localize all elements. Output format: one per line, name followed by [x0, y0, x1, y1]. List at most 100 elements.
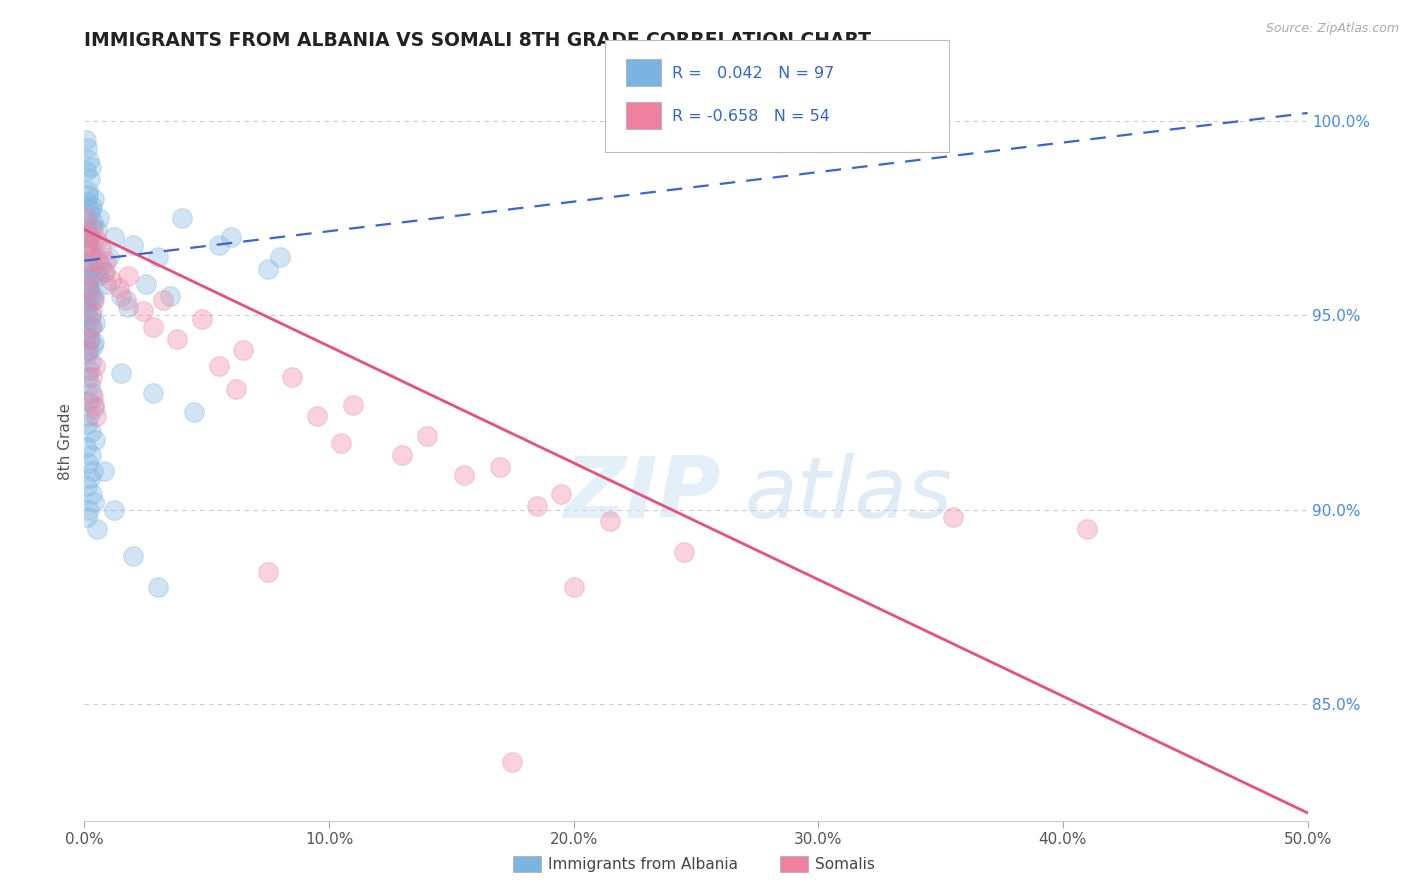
- Point: [79, 269, 101, 284]
- Point: [502, 756, 524, 770]
- Point: [77, 281, 100, 295]
- Point: [77, 207, 100, 221]
- Point: [77, 502, 100, 516]
- Point: [77, 456, 100, 470]
- Y-axis label: 8th Grade: 8th Grade: [58, 403, 73, 480]
- Point: [76, 195, 98, 210]
- Point: [79, 261, 101, 276]
- Point: [82, 464, 104, 478]
- Point: [82, 319, 104, 334]
- Text: R =   0.042   N = 97: R = 0.042 N = 97: [672, 66, 834, 81]
- Point: [146, 250, 169, 264]
- Point: [453, 467, 475, 482]
- Point: [96, 253, 118, 268]
- Point: [83, 359, 105, 373]
- Point: [75, 273, 97, 287]
- Point: [76, 141, 98, 155]
- Point: [146, 580, 169, 594]
- Point: [1076, 522, 1098, 536]
- Point: [489, 459, 512, 474]
- Point: [142, 319, 165, 334]
- Point: [77, 331, 100, 345]
- Point: [103, 502, 125, 516]
- Point: [86, 235, 108, 249]
- Point: [79, 378, 101, 392]
- Point: [75, 227, 97, 241]
- Point: [86, 522, 108, 536]
- Point: [257, 565, 280, 579]
- Point: [526, 499, 548, 513]
- Point: [122, 549, 145, 564]
- Point: [342, 398, 364, 412]
- Point: [166, 331, 188, 345]
- Point: [76, 510, 98, 524]
- Point: [82, 304, 104, 318]
- Point: [80, 319, 103, 334]
- Point: [90, 242, 112, 256]
- Point: [77, 296, 100, 310]
- Point: [208, 359, 231, 373]
- Point: [550, 487, 572, 501]
- Point: [79, 172, 101, 186]
- Point: [83, 398, 105, 412]
- Point: [83, 293, 105, 307]
- Point: [225, 382, 247, 396]
- Point: [80, 370, 103, 384]
- Point: [76, 304, 98, 318]
- Point: [77, 393, 100, 408]
- Point: [87, 253, 110, 268]
- Point: [77, 409, 100, 424]
- Point: [100, 273, 122, 287]
- Point: [942, 510, 965, 524]
- Point: [103, 230, 125, 244]
- Point: [132, 304, 155, 318]
- Point: [87, 269, 110, 284]
- Point: [75, 301, 97, 315]
- Point: [84, 409, 107, 424]
- Point: [172, 211, 194, 225]
- Point: [80, 242, 103, 256]
- Point: [83, 401, 105, 416]
- Point: [82, 386, 104, 401]
- Point: [87, 211, 110, 225]
- Point: [97, 250, 120, 264]
- Point: [83, 495, 105, 509]
- Point: [77, 230, 100, 244]
- Point: [416, 428, 439, 442]
- Point: [83, 433, 105, 447]
- Point: [76, 324, 98, 338]
- Text: ZIP: ZIP: [562, 453, 720, 536]
- Point: [159, 289, 181, 303]
- Point: [77, 343, 100, 358]
- Point: [142, 386, 165, 401]
- Point: [82, 222, 104, 236]
- Point: [562, 580, 585, 594]
- Point: [75, 327, 97, 342]
- Point: [93, 265, 115, 279]
- Point: [77, 230, 100, 244]
- Text: R = -0.658   N = 54: R = -0.658 N = 54: [672, 109, 830, 124]
- Point: [80, 448, 103, 462]
- Point: [82, 390, 104, 404]
- Point: [79, 331, 101, 345]
- Point: [80, 161, 103, 175]
- Point: [80, 355, 103, 369]
- Point: [90, 258, 112, 272]
- Point: [391, 448, 413, 462]
- Point: [76, 242, 98, 256]
- Point: [110, 367, 132, 381]
- Point: [110, 289, 132, 303]
- Point: [80, 425, 103, 439]
- Point: [86, 222, 108, 236]
- Point: [83, 316, 105, 330]
- Point: [183, 405, 205, 419]
- Point: [76, 277, 98, 291]
- Text: IMMIGRANTS FROM ALBANIA VS SOMALI 8TH GRADE CORRELATION CHART: IMMIGRANTS FROM ALBANIA VS SOMALI 8TH GR…: [84, 30, 872, 50]
- Point: [82, 219, 104, 233]
- Point: [672, 545, 695, 559]
- Point: [83, 235, 105, 249]
- Point: [80, 253, 103, 268]
- Point: [135, 277, 157, 291]
- Point: [208, 238, 231, 252]
- Point: [232, 343, 254, 358]
